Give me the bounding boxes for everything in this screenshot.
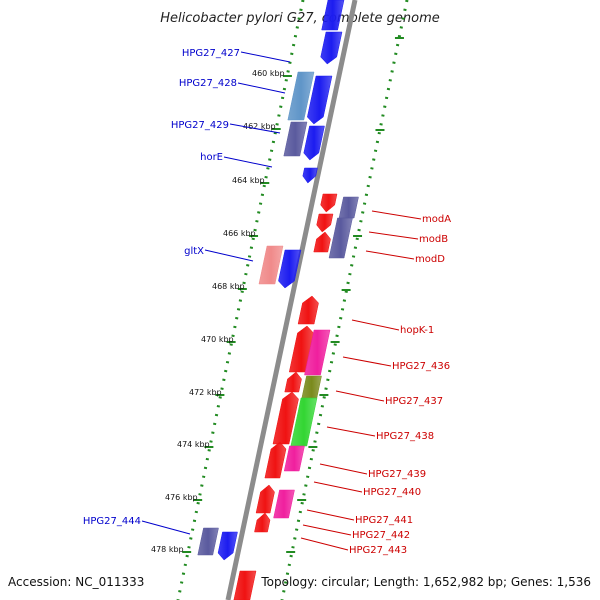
kbp-label: 466 kbp bbox=[223, 229, 256, 238]
kbp-label: 472 kbp bbox=[189, 388, 222, 397]
leader-line bbox=[237, 82, 286, 94]
gene-label-hpg27-442[interactable]: HPG27_442 bbox=[352, 530, 410, 541]
gene-gltx[interactable] bbox=[278, 249, 302, 289]
gene-label-hopk-1[interactable]: hopK-1 bbox=[400, 325, 434, 336]
reverse-gene-labels: modA modB modD hopK-1 HPG27_436 HPG27_43… bbox=[349, 214, 451, 556]
gene-hpg27-445[interactable] bbox=[233, 570, 257, 600]
kbp-label: 474 kbp bbox=[177, 440, 210, 449]
gene-hpg27-429-homolog[interactable] bbox=[283, 121, 308, 157]
leader-line bbox=[141, 520, 191, 535]
leader-line bbox=[335, 390, 385, 402]
kbp-label: 478 kbp bbox=[151, 545, 184, 554]
kbp-label: 464 kbp bbox=[232, 176, 265, 185]
leader-line bbox=[300, 537, 349, 551]
leader-line bbox=[351, 319, 400, 331]
gene-hpg27-441[interactable] bbox=[254, 512, 271, 533]
leader-line bbox=[204, 249, 254, 262]
leader-line bbox=[368, 231, 419, 240]
gene-hpg27-440-homolog[interactable] bbox=[273, 489, 295, 519]
gene-label-hpg27-444[interactable]: HPG27_444 bbox=[83, 516, 141, 527]
gene-moda-homolog[interactable] bbox=[338, 196, 359, 219]
gene-hpg27-439[interactable] bbox=[264, 441, 287, 479]
forward-gene-labels: HPG27_427 HPG27_428 HPG27_429 horE gltX … bbox=[83, 48, 240, 527]
gene-modd[interactable] bbox=[313, 231, 331, 253]
accession-text: Accession: NC_011333 bbox=[8, 575, 144, 589]
kbp-label: 468 kbp bbox=[212, 282, 245, 291]
gene-hpg27-444-homolog[interactable] bbox=[197, 527, 219, 556]
gene-moda[interactable] bbox=[320, 193, 338, 213]
gene-label-hpg27-438[interactable]: HPG27_438 bbox=[376, 431, 434, 442]
leader-line bbox=[229, 123, 281, 134]
gene-label-modd[interactable]: modD bbox=[415, 254, 445, 265]
leader-line bbox=[240, 51, 291, 63]
gene-hpg27-429[interactable] bbox=[303, 125, 325, 161]
gene-label-hpg27-439[interactable]: HPG27_439 bbox=[368, 469, 426, 480]
gene-hpg27-437[interactable] bbox=[284, 371, 302, 393]
genome-backbone bbox=[225, 0, 358, 600]
kbp-label: 470 kbp bbox=[201, 335, 234, 344]
gene-label-hpg27-428[interactable]: HPG27_428 bbox=[179, 78, 237, 89]
gene-hpg27-428-homolog[interactable] bbox=[287, 71, 315, 121]
leader-line bbox=[371, 210, 422, 220]
gene-hopk-1[interactable] bbox=[297, 295, 319, 325]
gene-hpg27-440[interactable] bbox=[255, 484, 275, 514]
gene-hpg27-426[interactable] bbox=[321, 0, 345, 31]
tick-track bbox=[176, 0, 305, 600]
topology-text: Topology: circular; Length: 1,652,982 bp… bbox=[260, 575, 591, 589]
kbp-label: 476 kbp bbox=[165, 493, 198, 502]
gene-modb-homolog[interactable] bbox=[328, 217, 353, 259]
gene-hpg27-438-homolog[interactable] bbox=[290, 397, 318, 447]
leader-line bbox=[313, 481, 363, 493]
label-leaders bbox=[141, 51, 422, 551]
gene-label-moda[interactable]: modA bbox=[422, 214, 451, 225]
gene-label-modb[interactable]: modB bbox=[419, 234, 448, 245]
gene-hpg27-436-homolog[interactable] bbox=[304, 329, 331, 376]
gene-label-hpg27-436[interactable]: HPG27_436 bbox=[392, 361, 450, 372]
gene-hpg27-437-homolog[interactable] bbox=[301, 375, 322, 399]
gene-hpg27-439-homolog[interactable] bbox=[283, 445, 305, 472]
kbp-scale: 460 kbp 462 kbp 464 kbp 466 kbp 468 kbp … bbox=[151, 69, 285, 554]
leader-line bbox=[326, 426, 376, 437]
kbp-label: 460 kbp bbox=[252, 69, 285, 78]
gene-label-gltx[interactable]: gltX bbox=[184, 246, 204, 257]
gene-label-hpg27-437[interactable]: HPG27_437 bbox=[385, 396, 443, 407]
gene-label-hore[interactable]: horE bbox=[200, 152, 223, 163]
leader-line bbox=[319, 463, 368, 475]
kbp-label: 462 kbp bbox=[243, 122, 276, 131]
leader-line bbox=[306, 509, 355, 521]
leader-line bbox=[302, 524, 352, 536]
tick-tracks bbox=[176, 0, 409, 600]
gene-gltx-homolog[interactable] bbox=[258, 245, 284, 285]
gene-modb[interactable] bbox=[316, 213, 334, 233]
gene-hpg27-427[interactable] bbox=[320, 31, 343, 65]
leader-line bbox=[342, 356, 392, 367]
gene-hore[interactable] bbox=[302, 167, 318, 184]
gene-features bbox=[197, 0, 359, 600]
gene-label-hpg27-440[interactable]: HPG27_440 bbox=[363, 487, 421, 498]
leader-line bbox=[223, 156, 273, 168]
gene-label-hpg27-429[interactable]: HPG27_429 bbox=[171, 120, 229, 131]
gene-label-hpg27-443[interactable]: HPG27_443 bbox=[349, 545, 407, 556]
gene-hpg27-444[interactable] bbox=[217, 531, 238, 561]
tick-track bbox=[280, 0, 409, 600]
leader-line bbox=[365, 250, 415, 260]
gene-label-hpg27-441[interactable]: HPG27_441 bbox=[355, 515, 413, 526]
gene-hpg27-428[interactable] bbox=[307, 75, 333, 125]
gene-label-hpg27-427[interactable]: HPG27_427 bbox=[182, 48, 240, 59]
